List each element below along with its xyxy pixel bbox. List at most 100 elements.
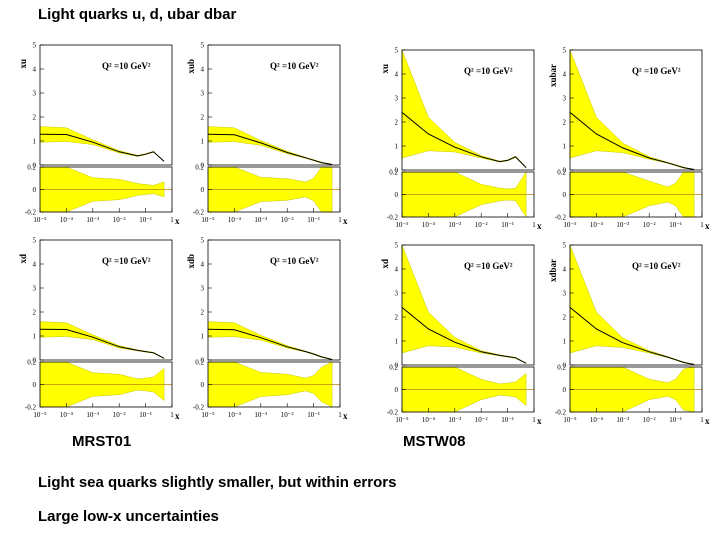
y-tick-label: 2 (33, 114, 37, 122)
y-tick-label: 1 (33, 333, 37, 341)
y-axis-label: xu (18, 59, 28, 69)
x-tick-label: 10⁻² (113, 411, 126, 419)
x-tick-label: 10⁻³ (448, 416, 461, 424)
y-tick-label: 1 (563, 143, 567, 151)
x-tick-label: 10⁻³ (86, 411, 99, 419)
y-axis-label: xdb (186, 254, 196, 269)
ratio-tick-label: 0 (395, 191, 399, 199)
y-axis-label: xu (380, 64, 390, 74)
mstw08-label: MSTW08 (403, 433, 466, 450)
ratio-tick-label: -0.2 (25, 404, 37, 412)
q2-annotation: Q² =10 GeV² (464, 66, 513, 76)
ratio-tick-label: 0.2 (27, 164, 36, 172)
y-axis-label: xd (18, 254, 28, 264)
x-tick-label: 1 (532, 416, 536, 424)
y-tick-label: 0 (201, 162, 205, 170)
y-tick-label: 0 (33, 162, 37, 170)
uncertainty-band-4 (401, 49, 527, 169)
x-tick-label: 10⁻¹ (501, 221, 514, 229)
ratio-tick-label: 0.2 (557, 364, 566, 372)
page-title: Light quarks u, d, ubar dbar (38, 6, 237, 23)
x-tick-label: 10⁻¹ (307, 216, 320, 224)
main-frame-4 (401, 49, 535, 171)
x-tick-label: 10⁻² (475, 221, 488, 229)
q2-annotation: Q² =10 GeV² (464, 261, 513, 271)
y-tick-label: 5 (33, 42, 37, 50)
y-tick-label: 0 (563, 167, 567, 175)
x-tick-label: 10⁻⁵ (395, 221, 409, 229)
q2-annotation: Q² =10 GeV² (102, 61, 151, 71)
y-tick-label: 3 (33, 90, 37, 98)
x-tick-label: 10⁻¹ (139, 411, 152, 419)
x-tick-label: 10⁻² (643, 221, 656, 229)
y-tick-label: 4 (395, 266, 399, 274)
x-tick-label: 1 (700, 221, 704, 229)
y-tick-label: 3 (201, 90, 205, 98)
y-tick-label: 2 (563, 314, 567, 322)
x-tick-label: 10⁻⁴ (228, 411, 242, 419)
y-tick-label: 3 (563, 290, 567, 298)
central-line-5 (569, 112, 695, 170)
central-line-3 (207, 328, 333, 360)
ratio-tick-label: 0 (563, 386, 567, 394)
x-axis-label: x (175, 216, 180, 226)
ratio-tick-label: 0.2 (557, 169, 566, 177)
main-frame-7 (569, 244, 703, 366)
q2-annotation: Q² =10 GeV² (632, 66, 681, 76)
y-tick-label: 4 (395, 71, 399, 79)
ratio-tick-label: 0 (201, 186, 205, 194)
y-axis-label: xubar (548, 64, 558, 87)
main-frame-6 (401, 244, 535, 366)
x-tick-label: 10⁻¹ (669, 221, 682, 229)
y-tick-label: 1 (395, 338, 399, 346)
bullet-1: Light sea quarks slightly smaller, but w… (38, 474, 397, 491)
y-tick-label: 4 (201, 66, 205, 74)
ratio-tick-label: 0 (395, 386, 399, 394)
y-tick-label: 1 (201, 333, 205, 341)
main-frame-3 (207, 239, 341, 361)
x-axis-label: x (537, 221, 542, 231)
central-line-2 (39, 328, 165, 359)
main-frame-2 (39, 239, 173, 361)
x-tick-label: 10⁻⁵ (33, 216, 47, 224)
x-tick-label: 1 (170, 216, 174, 224)
central-line-0 (39, 133, 165, 162)
y-tick-label: 3 (33, 285, 37, 293)
y-axis-label: xub (186, 59, 196, 74)
x-tick-label: 1 (700, 416, 704, 424)
y-tick-label: 2 (563, 119, 567, 127)
q2-annotation: Q² =10 GeV² (270, 256, 319, 266)
y-tick-label: 4 (563, 266, 567, 274)
x-tick-label: 1 (338, 216, 342, 224)
x-tick-label: 10⁻² (113, 216, 126, 224)
x-tick-label: 10⁻³ (616, 416, 629, 424)
y-tick-label: 2 (201, 309, 205, 317)
y-tick-label: 0 (201, 357, 205, 365)
y-tick-label: 3 (395, 290, 399, 298)
main-frame-0 (39, 44, 173, 166)
ratio-tick-label: -0.2 (555, 409, 567, 417)
x-tick-label: 10⁻⁴ (60, 216, 74, 224)
y-tick-label: 5 (395, 47, 399, 55)
ratio-tick-label: -0.2 (387, 214, 399, 222)
y-tick-label: 5 (201, 42, 205, 50)
x-tick-label: 10⁻² (475, 416, 488, 424)
x-tick-label: 10⁻⁴ (590, 221, 604, 229)
ratio-tick-label: 0.2 (389, 169, 398, 177)
x-tick-label: 10⁻⁴ (422, 416, 436, 424)
x-tick-label: 10⁻² (281, 216, 294, 224)
y-tick-label: 4 (563, 71, 567, 79)
y-tick-label: 3 (201, 285, 205, 293)
y-tick-label: 5 (395, 242, 399, 250)
x-tick-label: 10⁻² (643, 416, 656, 424)
uncertainty-band-1 (207, 126, 333, 166)
y-tick-label: 0 (33, 357, 37, 365)
x-tick-label: 10⁻³ (254, 411, 267, 419)
x-tick-label: 10⁻⁵ (395, 416, 409, 424)
y-tick-label: 5 (201, 237, 205, 245)
y-tick-label: 2 (395, 314, 399, 322)
main-frame-1 (207, 44, 341, 166)
x-tick-label: 10⁻¹ (669, 416, 682, 424)
uncertainty-band-0 (39, 126, 165, 163)
